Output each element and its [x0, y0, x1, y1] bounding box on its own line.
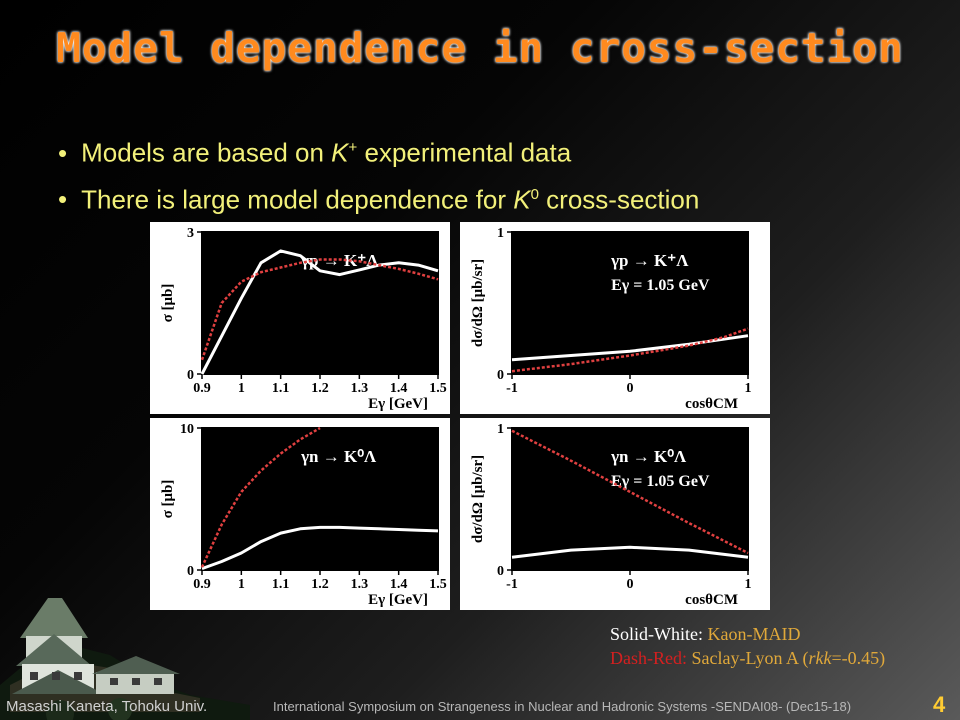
- x-tick-label: -1: [506, 577, 518, 592]
- y-axis-label: dσ/dΩ [μb/sr]: [470, 259, 486, 347]
- x-tick-label: 1.3: [351, 381, 369, 396]
- series-line-solid: [200, 249, 439, 375]
- x-tick-label: 1.5: [429, 577, 447, 592]
- x-tick-label: 0: [627, 577, 634, 592]
- legend-solid-value: Kaon-MAID: [707, 624, 801, 644]
- page-number: 4: [933, 692, 946, 717]
- series-line-dashed: [200, 426, 321, 568]
- legend-dash-key: Dash-Red:: [610, 648, 687, 668]
- y-tick-label: 10: [180, 422, 194, 437]
- x-tick-label: 1.4: [390, 381, 408, 396]
- series-line-solid: [511, 545, 749, 559]
- y-tick-label: 0: [497, 564, 504, 579]
- x-axis-label: Eγ [GeV]: [368, 592, 428, 608]
- bullet-dot-icon: •: [58, 184, 68, 215]
- bullet-item: • Models are based on K+ experimental dat…: [58, 128, 699, 173]
- bullet-superscript: 0: [530, 185, 539, 203]
- y-tick-label: 1: [497, 226, 504, 241]
- energy-label: Eγ = 1.05 GeV: [611, 277, 710, 294]
- y-axis-label: σ [μb]: [160, 284, 176, 323]
- x-tick-label: 1.5: [429, 381, 447, 396]
- bullet-symbol: K: [331, 137, 349, 168]
- plot-area: [201, 427, 439, 571]
- bullet-superscript: +: [348, 139, 358, 156]
- x-tick-label: 1.1: [272, 381, 290, 396]
- bullet-list: • Models are based on K+ experimental dat…: [58, 128, 699, 221]
- series-line-solid: [511, 334, 749, 362]
- y-tick-label: 0: [187, 564, 194, 579]
- reaction-label: γn → K⁰Λ: [610, 447, 687, 466]
- x-tick-label: 1: [745, 577, 752, 592]
- legend-solid: Solid-White: Kaon-MAID: [610, 622, 885, 646]
- bullet-text-pre: Models are based on: [81, 137, 332, 168]
- y-tick-label: 0: [497, 368, 504, 383]
- cross-section-figure: 0.9 1 1.1 1.2 1.3 1.4 1.5 0 3 Eγ [GeV] σ [μb] γp → …: [150, 222, 770, 610]
- series-line-solid: [201, 525, 439, 571]
- y-axis-label: σ [μb]: [160, 480, 176, 519]
- bullet-symbol: K: [513, 184, 531, 215]
- legend-dash: Dash-Red: Saclay-Lyon A (rkk=-0.45): [610, 646, 885, 670]
- x-tick-label: 0.9: [193, 381, 211, 396]
- energy-label: Eγ = 1.05 GeV: [611, 473, 710, 490]
- legend: Solid-White: Kaon-MAID Dash-Red: Saclay-…: [610, 622, 885, 670]
- x-tick-label: 1: [238, 381, 245, 396]
- footer-author: Masashi Kaneta, Tohoku Univ.: [6, 698, 208, 715]
- x-tick-label: 1.2: [311, 381, 329, 396]
- x-tick-label: 1.4: [390, 577, 408, 592]
- x-axis-label: cosθCM: [685, 396, 738, 412]
- x-tick-label: 1.2: [311, 577, 329, 592]
- y-tick-label: 0: [187, 368, 194, 383]
- bullet-text-post: experimental data: [357, 137, 572, 168]
- series-line-dashed: [511, 429, 749, 555]
- bullet-dot-icon: •: [58, 137, 68, 168]
- x-axis-label: Eγ [GeV]: [368, 396, 428, 412]
- castle-logo-icon: [0, 598, 250, 720]
- bullet-item: • There is large model dependence for K0 …: [58, 175, 699, 220]
- series-line-dashed: [200, 258, 439, 361]
- y-tick-label: 1: [497, 422, 504, 437]
- bullet-text-pre: There is large model dependence for: [81, 184, 514, 215]
- slide-title: Model dependence in cross-section: [56, 24, 904, 72]
- reaction-label: γn → K⁰Λ: [300, 447, 377, 466]
- legend-dash-value-pre: Saclay-Lyon A (: [686, 648, 809, 668]
- plot-area: [201, 231, 439, 375]
- y-tick-label: 3: [187, 226, 194, 241]
- legend-solid-sep: :: [698, 624, 708, 644]
- bullet-text-post: cross-section: [538, 184, 700, 215]
- x-tick-label: -1: [506, 381, 518, 396]
- legend-dash-value-post: =-0.45): [831, 648, 886, 668]
- x-tick-label: 1.3: [351, 577, 369, 592]
- x-tick-label: 1: [745, 381, 752, 396]
- legend-dash-value-em: rkk: [808, 648, 832, 668]
- footer-conference: International Symposium on Strangeness i…: [273, 699, 852, 714]
- reaction-label: γp → K⁺Λ: [610, 251, 689, 270]
- chart-panel-3: 0.9 1 1.1 1.2 1.3 1.4 1.5 0 10 Eγ [GeV] σ [μb] γn →…: [150, 418, 450, 610]
- x-tick-label: 1.1: [272, 577, 290, 592]
- x-tick-label: 1: [238, 577, 245, 592]
- legend-solid-key: Solid-White: [610, 624, 698, 644]
- x-axis-label: cosθCM: [685, 592, 738, 608]
- x-tick-label: 0: [627, 381, 634, 396]
- x-tick-label: 0.9: [193, 577, 211, 592]
- y-axis-label: dσ/dΩ [μb/sr]: [470, 455, 486, 543]
